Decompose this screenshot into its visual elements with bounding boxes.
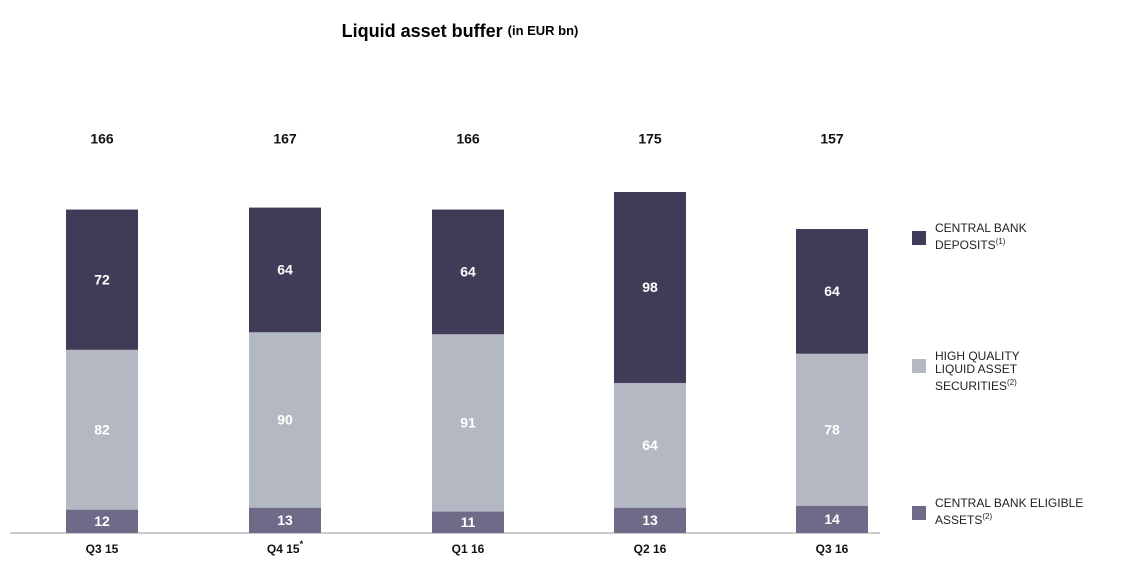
segment-label: 11 [461, 514, 476, 530]
x-tick-label: Q4 15* [267, 539, 304, 556]
segment-label: 78 [824, 421, 840, 437]
x-tick-label: Q1 16 [452, 542, 485, 556]
legend-item: HIGH QUALITY LIQUID ASSET SECURITIES(2) [935, 350, 1045, 393]
legend-footnote: (2) [982, 512, 993, 521]
legend-footnote: (1) [995, 237, 1006, 246]
legend-footnote: (2) [1007, 378, 1017, 387]
bar-segment [66, 349, 138, 510]
bar-segment [796, 505, 868, 533]
legend-swatch [912, 506, 926, 520]
legend-item: CENTRAL BANK DEPOSITS(1) [935, 222, 1045, 252]
category: Q1 16 [452, 542, 485, 556]
total-label: 157 [820, 131, 844, 147]
chart-title: Liquid asset buffer (in EUR bn) [342, 21, 579, 41]
segment-label: 13 [642, 512, 658, 528]
segment-label: 82 [94, 421, 110, 437]
segment-label: 64 [277, 262, 293, 278]
bar-segment [249, 207, 321, 333]
bar-segment [614, 192, 686, 383]
total-label: 166 [90, 131, 114, 147]
category-note: * [300, 539, 304, 549]
legend-swatch [912, 359, 926, 373]
legend-label: HIGH QUALITY LIQUID ASSET SECURITIES [935, 349, 1020, 393]
x-tick-label: Q3 16 [816, 542, 849, 556]
segment-label: 12 [94, 513, 110, 529]
legend-swatch [912, 231, 926, 245]
bar-segment [432, 334, 504, 512]
legend-label: CENTRAL BANK ELIGIBLE ASSETS [935, 496, 1084, 527]
segment-label: 13 [277, 512, 293, 528]
segment-label: 72 [94, 271, 110, 287]
bar-segment [66, 209, 138, 350]
bar-segment [249, 332, 321, 508]
legend-label: CENTRAL BANK DEPOSITS [935, 221, 1027, 252]
category: Q2 16 [634, 542, 667, 556]
x-tick-label: Q3 15 [86, 542, 119, 556]
total-label: 175 [638, 131, 662, 147]
title: Liquid asset buffer [342, 21, 503, 41]
bar-segment [432, 511, 504, 533]
category: Q4 15 [267, 542, 300, 556]
bar-segment [432, 209, 504, 335]
segment-label: 64 [642, 437, 658, 453]
category: Q3 16 [816, 542, 849, 556]
x-tick-label: Q2 16 [634, 542, 667, 556]
segment-label: 14 [824, 511, 840, 527]
title-unit: (in EUR bn) [508, 23, 579, 38]
total-label: 166 [456, 131, 480, 147]
segment-label: 90 [277, 412, 293, 428]
bar-segment [614, 382, 686, 508]
bar-segment [796, 229, 868, 354]
segment-label: 64 [460, 264, 476, 280]
bar-segment [614, 507, 686, 533]
segment-label: 98 [642, 279, 658, 295]
category: Q3 15 [86, 542, 119, 556]
legend-item: CENTRAL BANK ELIGIBLE ASSETS(2) [935, 497, 1134, 527]
bar-segment [796, 353, 868, 506]
bar-segment [249, 507, 321, 533]
total-label: 167 [273, 131, 297, 147]
segment-label: 91 [460, 415, 476, 431]
bar-segment [66, 509, 138, 533]
segment-label: 64 [824, 283, 840, 299]
